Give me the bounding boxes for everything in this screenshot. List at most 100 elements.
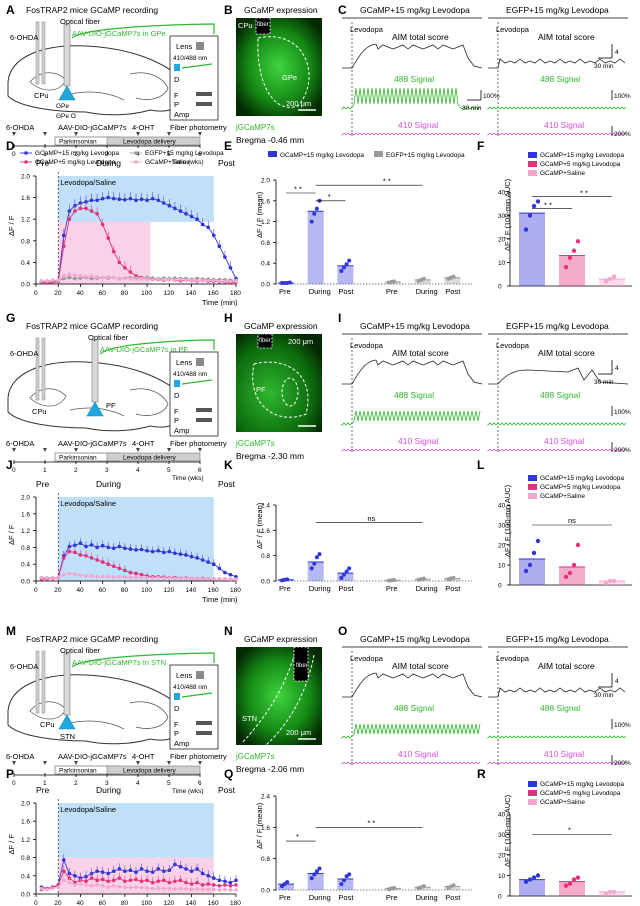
- legend-entry: GCaMP+15 mg/kg Levodopa: [540, 152, 624, 159]
- data-point: [78, 206, 83, 211]
- timeline-event-lesion: 6-OHDA: [6, 123, 34, 132]
- region-label-stn: STN: [60, 732, 75, 741]
- signal-488-label: 488 Signal: [540, 703, 580, 713]
- data-point: [211, 876, 216, 880]
- infusion-shade: [58, 803, 214, 858]
- data-point: [285, 577, 290, 582]
- lesion-needle: [41, 650, 46, 714]
- signal-488-label: 488 Signal: [540, 74, 580, 84]
- timeline-event-arrow: [167, 132, 171, 136]
- legend-swatch: [528, 475, 537, 481]
- x-category-label: Post: [338, 893, 354, 902]
- region-label-pf: PF: [106, 401, 116, 410]
- data-point: [123, 197, 127, 202]
- light-cone: [58, 714, 76, 730]
- timeline-tick-label: 0: [12, 467, 16, 474]
- data-point: [217, 577, 222, 581]
- data-point: [111, 275, 116, 280]
- data-point: [73, 550, 77, 555]
- y-tick-label: 0.0: [261, 888, 270, 895]
- x-category-label: Pre: [386, 584, 398, 593]
- data-point: [392, 578, 397, 583]
- data-point: [178, 209, 183, 213]
- chart-K: 0.0 0.8 1.6 2.4ΔF / F (mean) Pre During Post Pr…: [255, 502, 472, 593]
- data-point: [217, 244, 222, 248]
- timeline-event-tamoxifen: 4-OHT: [132, 752, 155, 761]
- legend-swatch: [528, 790, 537, 796]
- data-point: [228, 572, 233, 577]
- data-point: [106, 275, 111, 279]
- legend-D: GCaMP+15 mg/kg Levodopa GCaMP+5 mg/kg Lev…: [20, 150, 224, 166]
- lens-block: [196, 358, 204, 366]
- x-tick-label: 100: [141, 900, 152, 906]
- data-point: [173, 879, 177, 884]
- data-point: [100, 543, 105, 548]
- timeline-event-arrow: [198, 761, 202, 765]
- x-tick-label: 40: [76, 900, 84, 906]
- histology-image: [236, 18, 322, 116]
- y-axis-label: ΔF / F (100-min AUC): [503, 794, 512, 867]
- lesion-needle: [41, 337, 46, 401]
- timeline-event-arrow: [74, 761, 78, 765]
- data-point: [123, 568, 127, 573]
- data-point: [78, 274, 83, 278]
- data-point: [189, 887, 194, 892]
- y-tick-label: 40: [498, 190, 506, 197]
- filter-block: [196, 92, 212, 96]
- timeline-tick-label: 2: [74, 467, 78, 474]
- data-point: [73, 572, 77, 577]
- x-tick-label: 180: [230, 290, 241, 297]
- signal-488-trace: [341, 410, 481, 426]
- y-tick-label: 0.8: [261, 553, 270, 560]
- fiber-label: Optical fiber: [60, 17, 101, 26]
- lesion-needle: [35, 337, 40, 401]
- data-point: [314, 206, 319, 211]
- data-point: [200, 558, 205, 562]
- data-point: [575, 875, 581, 880]
- phase-b-label: Levodopa delivery: [123, 455, 177, 462]
- data-point: [523, 227, 529, 232]
- phase-b-box: [106, 452, 201, 462]
- data-point: [84, 883, 88, 887]
- data-point: [156, 886, 161, 890]
- infusion-shade: [58, 497, 214, 581]
- data-point: [56, 278, 61, 283]
- data-point: [145, 886, 149, 890]
- y-tick-label: 1.2: [21, 528, 30, 535]
- data-point: [339, 269, 344, 273]
- shade-label: Levodopa/Saline: [60, 499, 116, 508]
- marker-label: jGCaMP7s: [235, 752, 275, 761]
- data-point: [234, 878, 238, 883]
- data-point: [111, 575, 116, 580]
- data-point: [61, 869, 66, 874]
- data-point: [139, 547, 144, 552]
- phase-a-label: Parkinsonian: [59, 768, 97, 775]
- timeline-event-lesion: 6-OHDA: [6, 752, 34, 761]
- lens-block: [196, 671, 204, 679]
- bar: [519, 213, 545, 286]
- region-label-cpu: CPu: [34, 91, 49, 100]
- x-category-label: During: [309, 584, 331, 593]
- data-point: [451, 883, 456, 888]
- data-point: [339, 882, 344, 887]
- data-point: [223, 577, 227, 581]
- y-tick-label: 0.0: [21, 892, 30, 899]
- x-tick-label: 100: [141, 290, 152, 297]
- timeline-event-arrow: [198, 448, 202, 452]
- data-point: [206, 278, 211, 283]
- data-point: [228, 888, 233, 892]
- data-point: [100, 870, 105, 874]
- cerebellum-outline: [129, 388, 169, 416]
- legend-swatch: [528, 781, 537, 787]
- fiber-track: [257, 333, 273, 349]
- data-point: [575, 239, 581, 244]
- event-label: Levodopa: [350, 341, 384, 350]
- panel-letter-D: D: [6, 139, 15, 153]
- x-category-label: Pre: [279, 893, 291, 902]
- data-point: [189, 278, 194, 283]
- data-point: [206, 874, 211, 878]
- data-point: [173, 551, 177, 556]
- legend-entry: GCaMP+15 mg/kg Levodopa: [540, 781, 624, 788]
- y-tick-label: 20: [498, 237, 506, 244]
- phase-post: Post: [218, 158, 236, 168]
